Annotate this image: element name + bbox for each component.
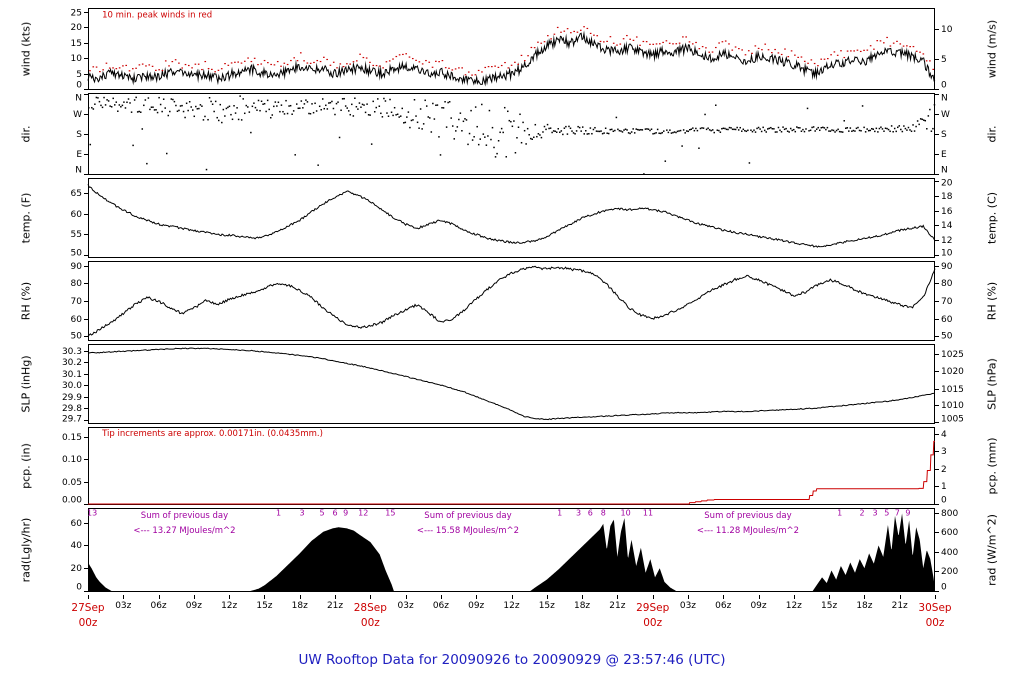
humidity-left-axis-label: RH (%) <box>19 281 33 321</box>
x-axis-tick <box>758 595 760 599</box>
x-axis-tick <box>158 595 160 599</box>
x-minor-label: 21z <box>891 601 908 611</box>
x-minor-label: 12z <box>785 601 802 611</box>
x-axis-tick <box>405 595 407 599</box>
x-axis-tick <box>299 595 301 599</box>
x-minor-label: 06z <box>432 601 449 611</box>
x-day-label: 28Sep 00z <box>353 602 387 630</box>
x-axis-tick <box>229 595 231 599</box>
wind-left-axis-label: wind (kts) <box>19 21 33 77</box>
temperature-right-axis-label: temp. (C) <box>985 191 999 245</box>
x-minor-label: 03z <box>115 601 132 611</box>
x-minor-label: 09z <box>185 601 202 611</box>
x-minor-label: 15z <box>256 601 273 611</box>
radiation-plot-canvas <box>0 508 1024 592</box>
pressure-right-axis-label: SLP (hPa) <box>985 358 999 410</box>
wind-right-axis-label: wind (m/s) <box>985 19 999 79</box>
x-axis: 03z 06z 09z 12z 15z 18z 21z 03z 06z 09z 12z 15z 18z 2… <box>0 595 1024 637</box>
x-axis-tick <box>193 595 195 599</box>
humidity-right-axis-label: RH (%) <box>985 281 999 321</box>
figure-title: UW Rooftop Data for 20090926 to 20090929… <box>298 652 726 668</box>
x-axis-tick <box>511 595 513 599</box>
x-axis-tick <box>793 595 795 599</box>
x-minor-label: 18z <box>291 601 308 611</box>
temperature-left-axis-label: temp. (F) <box>19 192 33 244</box>
x-day-label: 30Sep 00z <box>918 602 952 630</box>
x-minor-label: 12z <box>503 601 520 611</box>
x-axis-tick <box>123 595 125 599</box>
x-minor-label: 06z <box>715 601 732 611</box>
x-axis-tick <box>335 595 337 599</box>
precipitation-left-axis-label: pcp. (in) <box>19 443 33 489</box>
panel-pressure: SLP (inHg) SLP (hPa) <box>0 344 1024 424</box>
x-minor-label: 18z <box>573 601 591 611</box>
x-axis-tick <box>370 595 372 599</box>
x-axis-tick <box>864 595 866 599</box>
direction-plot-canvas <box>0 93 1024 175</box>
wind-plot-canvas <box>0 8 1024 90</box>
panel-temperature: temp. (F) temp. (C) <box>0 178 1024 258</box>
panel-humidity: RH (%) RH (%) <box>0 261 1024 341</box>
precipitation-right-axis-label: pcp. (mm) <box>985 437 999 495</box>
x-axis-tick <box>476 595 478 599</box>
pressure-left-axis-label: SLP (inHg) <box>19 355 33 413</box>
panel-precipitation: pcp. (in) pcp. (mm) <box>0 427 1024 505</box>
temperature-plot-canvas <box>0 178 1024 258</box>
x-axis-tick <box>899 595 901 599</box>
x-axis-tick <box>617 595 619 599</box>
x-minor-label: 03z <box>397 601 414 611</box>
x-axis-tick <box>264 595 266 599</box>
pressure-plot-canvas <box>0 344 1024 424</box>
precipitation-plot-canvas <box>0 427 1024 505</box>
x-minor-label: 06z <box>150 601 167 611</box>
x-day-label: 27Sep 00z <box>71 602 105 630</box>
x-axis-tick <box>829 595 831 599</box>
x-minor-label: 15z <box>538 601 555 611</box>
direction-right-axis-label: dir. <box>985 125 999 143</box>
x-day-label: 29Sep 00z <box>636 602 670 630</box>
x-minor-label: 12z <box>221 601 238 611</box>
x-minor-label: 21z <box>326 601 344 611</box>
x-axis-tick <box>935 595 936 599</box>
x-minor-label: 09z <box>468 601 485 611</box>
x-minor-label: 09z <box>750 601 767 611</box>
x-axis-tick <box>440 595 442 599</box>
x-axis-tick <box>546 595 548 599</box>
x-axis-tick <box>723 595 725 599</box>
x-minor-label: 03z <box>679 601 697 611</box>
radiation-left-axis-label: rad(Lgly/hr) <box>19 517 33 583</box>
panel-wind: wind (kts) wind (m/s) <box>0 8 1024 90</box>
direction-left-axis-label: dir. <box>19 125 33 143</box>
x-minor-label: 21z <box>609 601 626 611</box>
x-minor-label: 18z <box>856 601 873 611</box>
x-axis-tick <box>582 595 584 599</box>
panel-radiation: rad(Lgly/hr) rad (W/m^2) <box>0 508 1024 592</box>
radiation-right-axis-label: rad (W/m^2) <box>985 514 999 586</box>
panel-direction: dir. dir. <box>0 93 1024 175</box>
x-axis-tick <box>88 595 89 599</box>
x-axis-tick <box>687 595 689 599</box>
humidity-plot-canvas <box>0 261 1024 341</box>
x-axis-tick <box>652 595 654 599</box>
x-minor-label: 15z <box>821 601 838 611</box>
